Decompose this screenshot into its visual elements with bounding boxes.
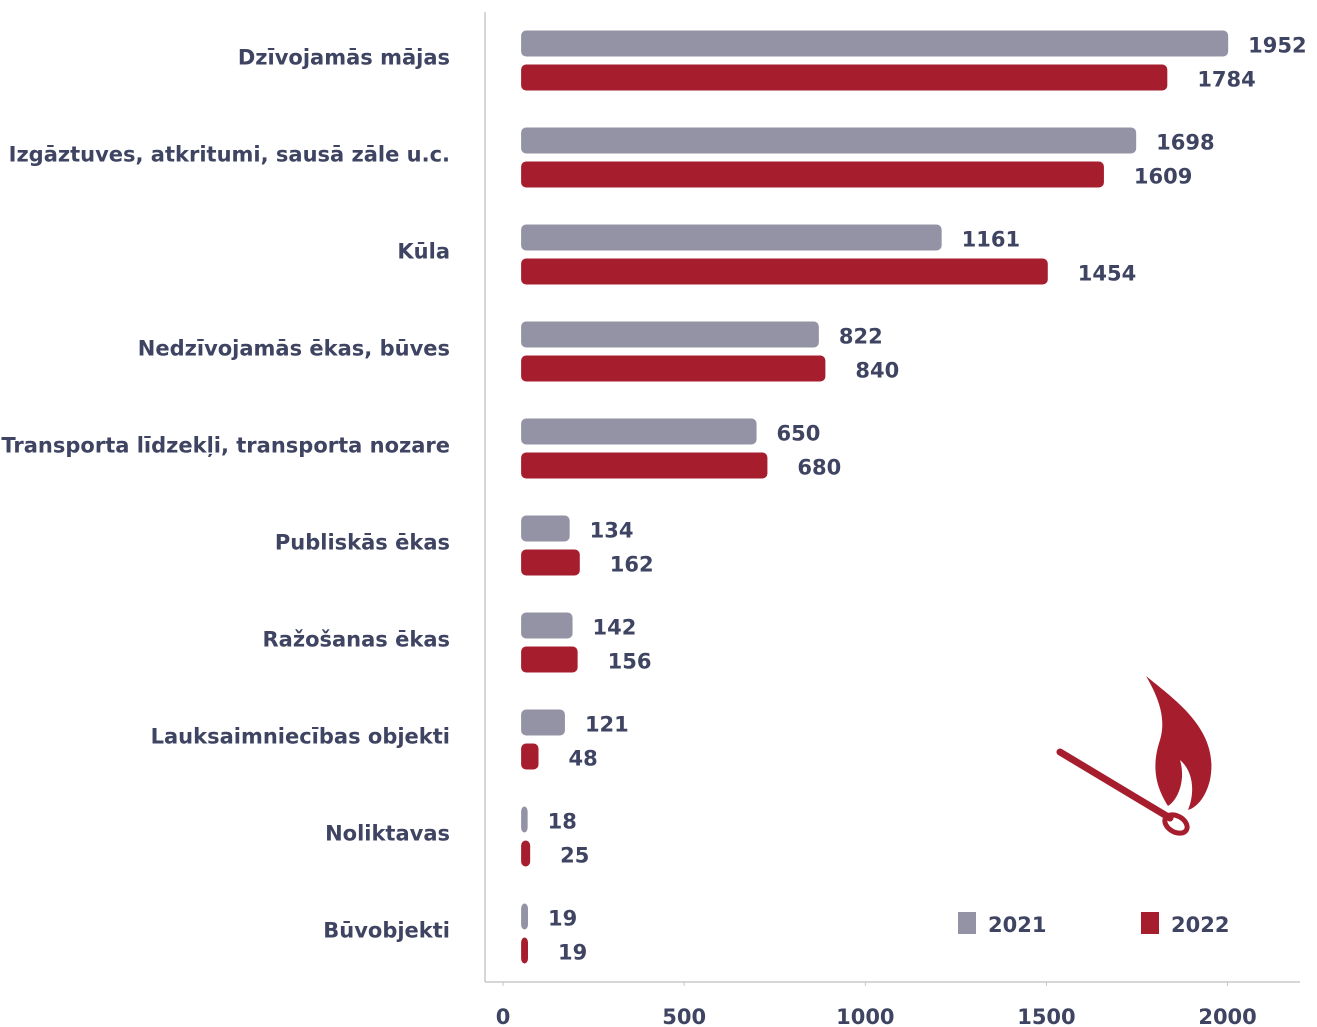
- value-label: 134: [590, 519, 634, 543]
- value-label: 1454: [1078, 262, 1136, 286]
- bar: [521, 322, 819, 348]
- value-label: 121: [585, 713, 629, 737]
- value-label: 25: [560, 844, 589, 868]
- bar: [521, 647, 578, 673]
- value-label: 18: [548, 810, 577, 834]
- value-label: 1698: [1156, 131, 1214, 155]
- value-label: 162: [610, 553, 654, 577]
- bar: [521, 453, 767, 479]
- category-label: Ražošanas ēkas: [263, 628, 450, 652]
- value-label: 1609: [1134, 165, 1192, 189]
- category-label: Publiskās ēkas: [275, 531, 450, 555]
- legend-label: 2022: [1171, 913, 1229, 937]
- category-label: Kūla: [397, 240, 450, 264]
- bar: [521, 938, 528, 964]
- bar: [521, 356, 825, 382]
- x-tick-label: 500: [662, 1005, 706, 1027]
- bar: [521, 225, 942, 251]
- value-label: 650: [777, 422, 821, 446]
- bar: [521, 516, 570, 542]
- category-label: Lauksaimniecības objekti: [151, 725, 450, 749]
- bar: [521, 807, 528, 833]
- bar: [521, 550, 580, 576]
- bar: [521, 162, 1104, 188]
- value-label: 1952: [1248, 34, 1306, 58]
- category-label: Transporta līdzekļi, transporta nozare: [1, 434, 450, 458]
- legend-swatch: [958, 912, 976, 934]
- x-tick-label: 0: [496, 1005, 511, 1027]
- category-label: Dzīvojamās mājas: [238, 46, 450, 70]
- category-label: Būvobjekti: [323, 919, 450, 943]
- legend-label: 2021: [988, 913, 1046, 937]
- bar: [521, 744, 538, 770]
- bar: [521, 259, 1048, 285]
- category-label: Nedzīvojamās ēkas, būves: [138, 337, 450, 361]
- value-label: 1784: [1197, 68, 1255, 92]
- category-label: Izgāztuves, atkritumi, sausā zāle u.c.: [9, 143, 450, 167]
- value-label: 1161: [962, 228, 1020, 252]
- x-tick-label: 1000: [836, 1005, 894, 1027]
- value-label: 680: [797, 456, 841, 480]
- value-label: 19: [558, 941, 587, 965]
- bar: [521, 65, 1167, 91]
- bar: [521, 710, 565, 736]
- legend-swatch: [1141, 912, 1159, 934]
- x-tick-label: 1500: [1017, 1005, 1075, 1027]
- value-label: 840: [855, 359, 899, 383]
- value-label: 822: [839, 325, 883, 349]
- value-label: 48: [568, 747, 597, 771]
- bar: [521, 31, 1228, 57]
- bar: [521, 904, 528, 930]
- chart: 0 500 1000 1500 2000 Dzīvojamās mājas 1952 1784…: [0, 0, 1317, 1027]
- category-label: Noliktavas: [325, 822, 450, 846]
- value-label: 19: [548, 907, 577, 931]
- bar: [521, 841, 530, 867]
- bar: [521, 128, 1136, 154]
- match-icon: [1060, 676, 1211, 837]
- value-label: 156: [608, 650, 652, 674]
- x-tick-label: 2000: [1198, 1005, 1256, 1027]
- value-label: 142: [593, 616, 637, 640]
- bar: [521, 613, 572, 639]
- bar: [521, 419, 756, 445]
